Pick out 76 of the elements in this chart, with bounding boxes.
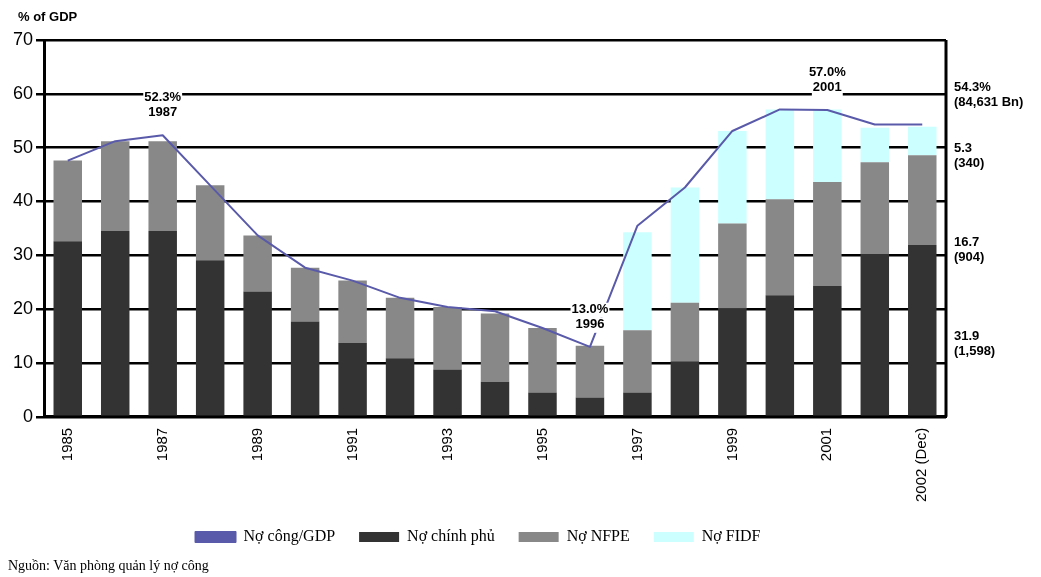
text: Nguồn: Văn phòng quản lý nợ công [8, 557, 209, 573]
legend-label: Nợ NFPE [566, 527, 630, 545]
bar [718, 308, 747, 416]
legend-label: Nợ FIDF [701, 527, 761, 545]
bar [908, 155, 937, 246]
bar [860, 162, 890, 254]
bar [433, 369, 462, 416]
legend-label: Nợ chính phủ [407, 527, 495, 546]
y-tick-label: 70 [12, 28, 34, 49]
bar [528, 392, 557, 416]
bar [385, 297, 415, 359]
x-tick-label: 1999 [722, 427, 740, 462]
bar [528, 327, 557, 393]
y-tick-label: 40 [12, 190, 34, 211]
bar [765, 109, 795, 200]
text: 5.3 (340) [954, 139, 985, 170]
bar [243, 291, 272, 416]
bar [290, 267, 320, 322]
bar [765, 295, 795, 416]
y-axis-title: % of GDP [18, 9, 78, 25]
x-tick-label: 1995 [532, 427, 550, 462]
bar [575, 397, 605, 416]
bar [670, 361, 700, 416]
bar [148, 231, 177, 416]
x-tick-label: 1989 [247, 427, 265, 462]
bar [480, 313, 510, 382]
x-tick-label: 1993 [437, 427, 455, 462]
bar [53, 160, 82, 242]
bar [623, 330, 652, 393]
bar [670, 187, 700, 303]
bar [338, 343, 367, 416]
bar [385, 358, 415, 416]
bar [480, 381, 510, 416]
annotation: 52.3% 1987 [144, 89, 182, 120]
bar [813, 286, 842, 416]
y-tick-label: 50 [12, 136, 34, 157]
bar [860, 127, 890, 163]
y-tick-label: 60 [12, 82, 34, 103]
bar [765, 199, 795, 296]
bar [338, 280, 367, 344]
bar [195, 185, 225, 261]
annotation: 54.3% (84,631 Bn) [954, 78, 1024, 109]
x-tick-label: 1985 [57, 427, 75, 462]
bar [100, 231, 130, 416]
bar [623, 392, 652, 416]
annotation: 57.0% 2001 [808, 64, 847, 95]
bar [813, 182, 842, 286]
y-tick-label: 0 [23, 405, 34, 426]
x-tick-label: 2001 [817, 427, 835, 462]
text: 16.7 (904) [954, 234, 985, 265]
bar [148, 141, 177, 232]
bar [53, 241, 82, 416]
bar [433, 306, 462, 370]
legend-label: Nợ công/GDP [243, 527, 336, 546]
y-tick-label: 30 [12, 244, 34, 265]
text: 31.9 (1,598) [954, 328, 996, 359]
y-tick-label: 20 [12, 298, 34, 319]
bar [718, 130, 747, 224]
bar [908, 245, 937, 416]
bar [195, 260, 225, 416]
bar [908, 126, 937, 156]
bar [623, 232, 652, 331]
bar [670, 302, 700, 362]
bar [813, 109, 842, 183]
bar [718, 223, 747, 309]
x-tick-label: 1991 [342, 427, 360, 462]
annotation: 13.0% 1996 [571, 300, 609, 331]
x-tick-label: 1997 [627, 427, 645, 462]
x-tick-label: 1987 [152, 427, 170, 462]
x-tick-label: 2002 (Dec) [912, 427, 930, 502]
bar [860, 253, 890, 416]
bar [243, 235, 272, 292]
bar [290, 321, 320, 416]
bar [575, 345, 605, 398]
y-tick-label: 10 [12, 351, 34, 372]
bar [100, 141, 130, 232]
